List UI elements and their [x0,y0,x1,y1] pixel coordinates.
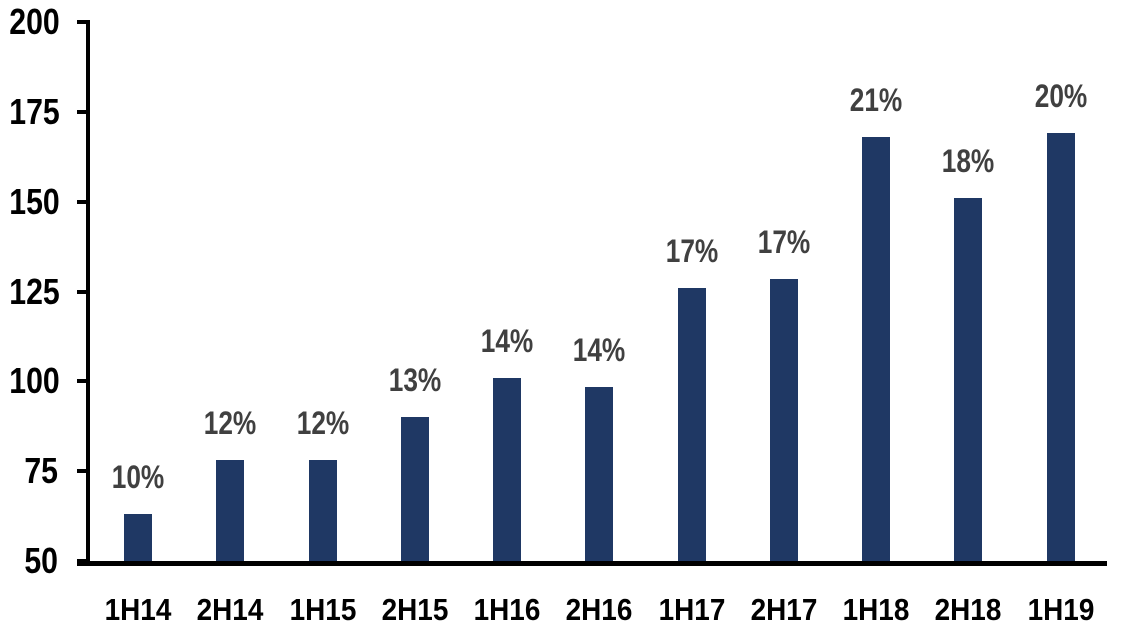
bar [400,417,429,561]
bar-value-label: 17% [757,223,811,260]
bar [1046,133,1075,561]
x-axis-category-label: 1H16 [473,592,541,627]
y-axis-tick-label: 200 [9,1,60,42]
y-axis-tick [77,379,90,384]
y-axis-tick-label: 150 [9,180,60,222]
bar [308,460,337,561]
bar-value-label: 20% [1034,78,1087,115]
x-axis-category-label: 1H17 [658,592,725,627]
y-axis-tick [77,289,90,294]
bar-value-label: 13% [388,362,442,399]
bar-value-label: 12% [203,405,257,442]
y-axis-tick [77,109,90,114]
bar-value-label: 14% [480,322,534,359]
x-axis-category-label: 2H16 [565,592,633,627]
bar [216,460,245,561]
bar [769,278,798,561]
y-axis-tick [77,199,90,204]
bar [954,198,983,561]
bar-value-label: 21% [849,81,903,118]
y-axis-tick-label: 100 [9,360,60,402]
bar [493,377,521,561]
bar-value-label: 17% [665,232,718,269]
y-axis-tick-label: 75 [24,450,58,492]
x-axis-category-label: 2H18 [934,592,1002,627]
y-axis-tick [77,559,90,563]
x-axis-category-label: 1H19 [1027,592,1094,627]
bar [585,386,614,561]
y-axis-tick [77,20,90,24]
x-axis-category-label: 1H14 [104,592,172,627]
bar [862,136,890,561]
bar-value-label: 12% [296,405,349,442]
y-axis-tick-label: 175 [9,90,60,132]
y-axis-tick-label: 125 [9,270,60,312]
bar [124,514,152,561]
x-axis-category-label: 2H14 [196,592,264,627]
y-axis-tick [77,469,90,474]
y-axis-tick-label: 50 [24,540,58,581]
bar-value-label: 14% [572,331,626,368]
x-axis-line [77,561,1107,566]
bar-value-label: 18% [941,143,995,180]
x-axis-category-label: 1H18 [842,592,910,627]
x-axis-category-label: 2H17 [750,592,818,627]
x-axis-category-label: 1H15 [289,592,356,627]
bar-value-label: 10% [111,459,165,496]
x-axis-category-label: 2H15 [381,592,449,627]
bar [677,287,706,561]
